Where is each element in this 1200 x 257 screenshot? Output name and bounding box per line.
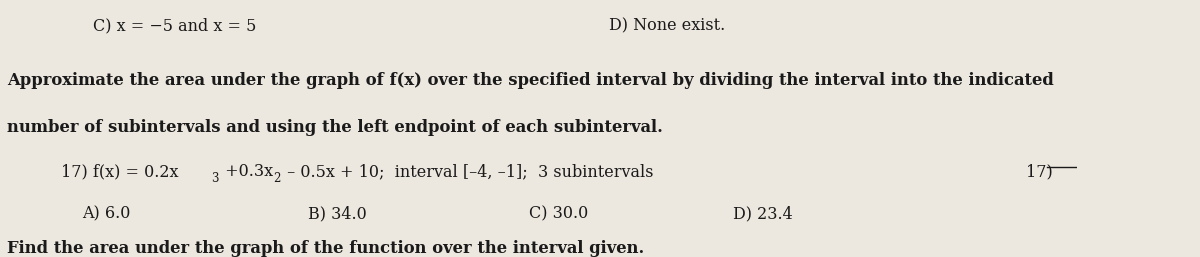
Text: – 0.5x + 10;  interval [–4, –1];  3 subintervals: – 0.5x + 10; interval [–4, –1]; 3 subint… [282, 163, 654, 180]
Text: A) 6.0: A) 6.0 [82, 205, 131, 222]
Text: +0.3x: +0.3x [220, 163, 272, 180]
Text: D) 23.4: D) 23.4 [733, 205, 793, 222]
Text: D) None exist.: D) None exist. [610, 17, 726, 34]
Text: number of subintervals and using the left endpoint of each subinterval.: number of subintervals and using the lef… [7, 119, 662, 136]
Text: C) x = −5 and x = 5: C) x = −5 and x = 5 [92, 17, 257, 34]
Text: 17): 17) [1026, 163, 1052, 180]
Text: 17) f(x) = 0.2x: 17) f(x) = 0.2x [60, 163, 178, 180]
Text: 2: 2 [274, 172, 281, 185]
Text: Find the area under the graph of the function over the interval given.: Find the area under the graph of the fun… [7, 241, 644, 257]
Text: Approximate the area under the graph of f(x) over the specified interval by divi: Approximate the area under the graph of … [7, 72, 1054, 89]
Text: 3: 3 [211, 172, 218, 185]
Text: C) 30.0: C) 30.0 [528, 205, 588, 222]
Text: B) 34.0: B) 34.0 [308, 205, 367, 222]
